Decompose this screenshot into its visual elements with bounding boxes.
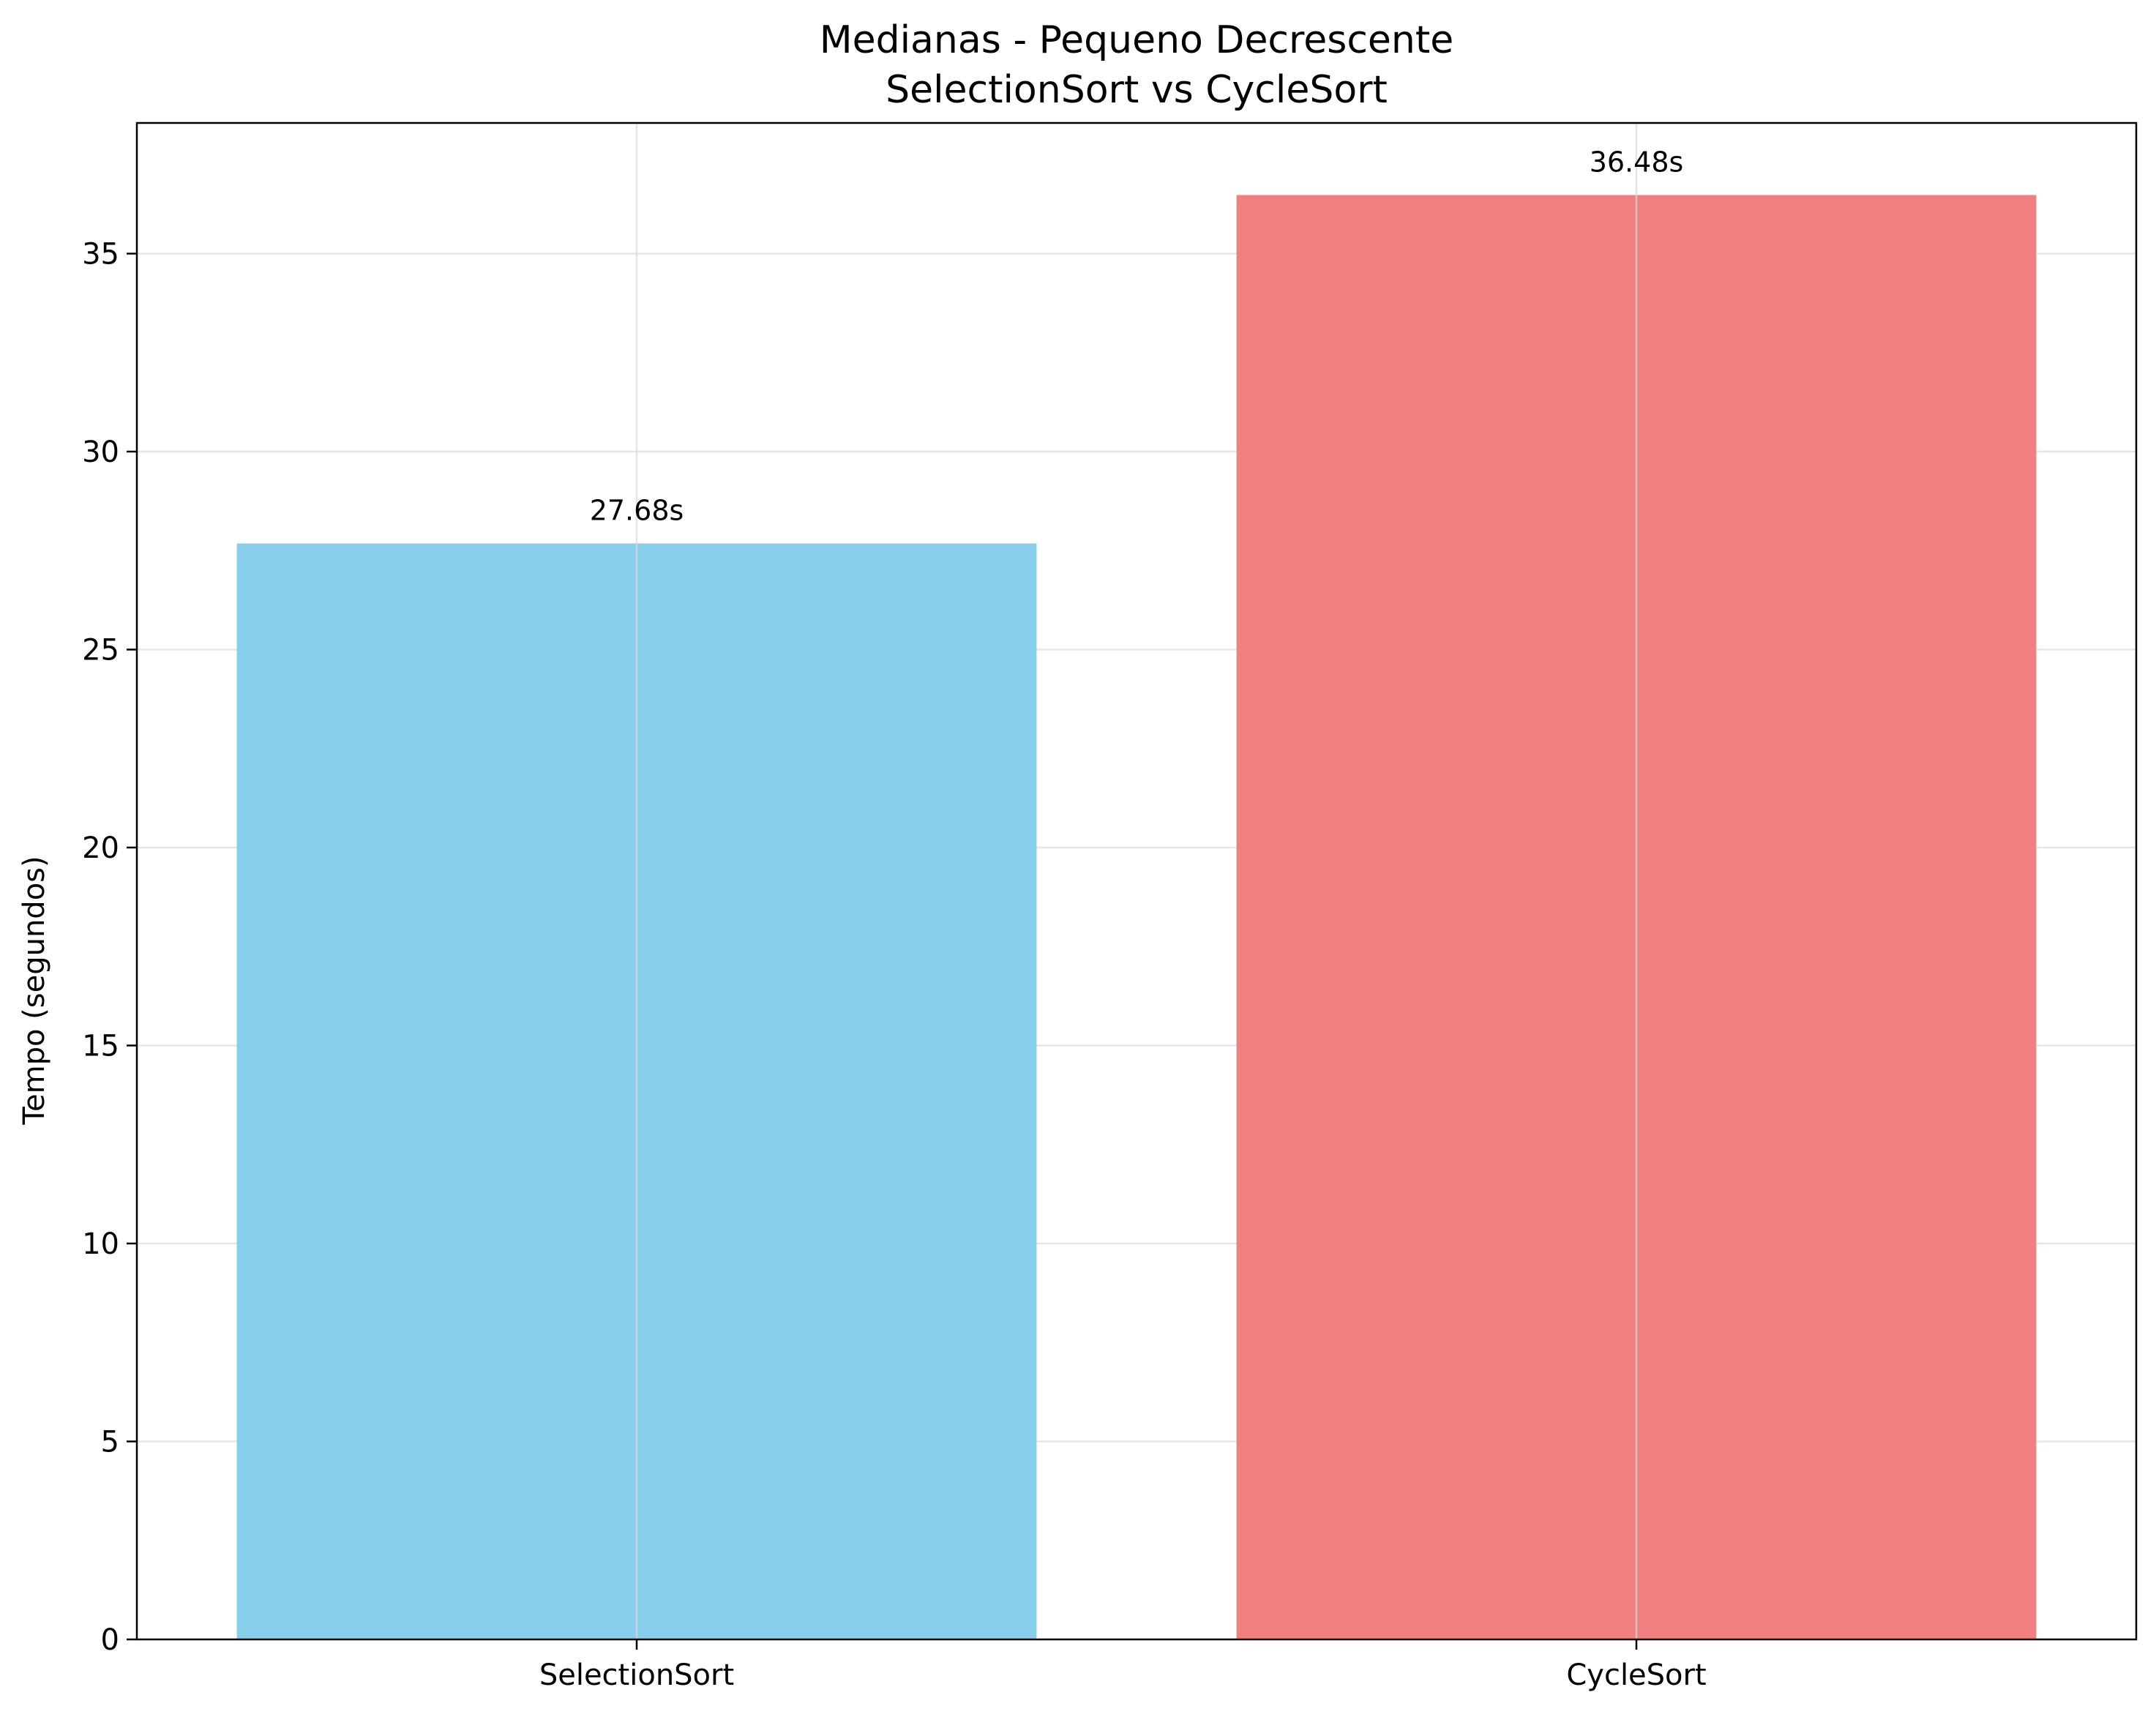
y-axis-label: Tempo (segundos) xyxy=(18,856,51,1125)
y-tick-label: 10 xyxy=(82,1227,119,1261)
vertical-grid-layer xyxy=(635,123,1638,1639)
y-tick-label: 5 xyxy=(101,1426,119,1459)
y-tick-label: 20 xyxy=(82,831,119,865)
y-tick-label: 30 xyxy=(82,435,119,469)
chart-subtitle: SelectionSort vs CycleSort xyxy=(886,68,1388,112)
bar-value-label: 27.68s xyxy=(590,495,684,527)
x-tick-label: SelectionSort xyxy=(539,1658,734,1692)
value-labels-layer: 27.68s 36.48s xyxy=(590,146,1684,526)
bar-value-label: 36.48s xyxy=(1590,146,1684,178)
y-tick-label: 35 xyxy=(82,238,119,272)
y-tick-label: 15 xyxy=(82,1030,119,1063)
y-tick-label: 25 xyxy=(82,634,119,667)
y-tick-label: 0 xyxy=(101,1623,119,1657)
y-axis-ticks: 0 5 10 15 20 25 30 35 xyxy=(82,238,137,1657)
x-tick-label: CycleSort xyxy=(1566,1658,1706,1692)
x-axis-ticks: SelectionSort CycleSort xyxy=(539,1639,1707,1692)
chart-title: Medianas - Pequeno Decrescente xyxy=(820,18,1454,62)
plot-frame xyxy=(135,121,2138,1641)
